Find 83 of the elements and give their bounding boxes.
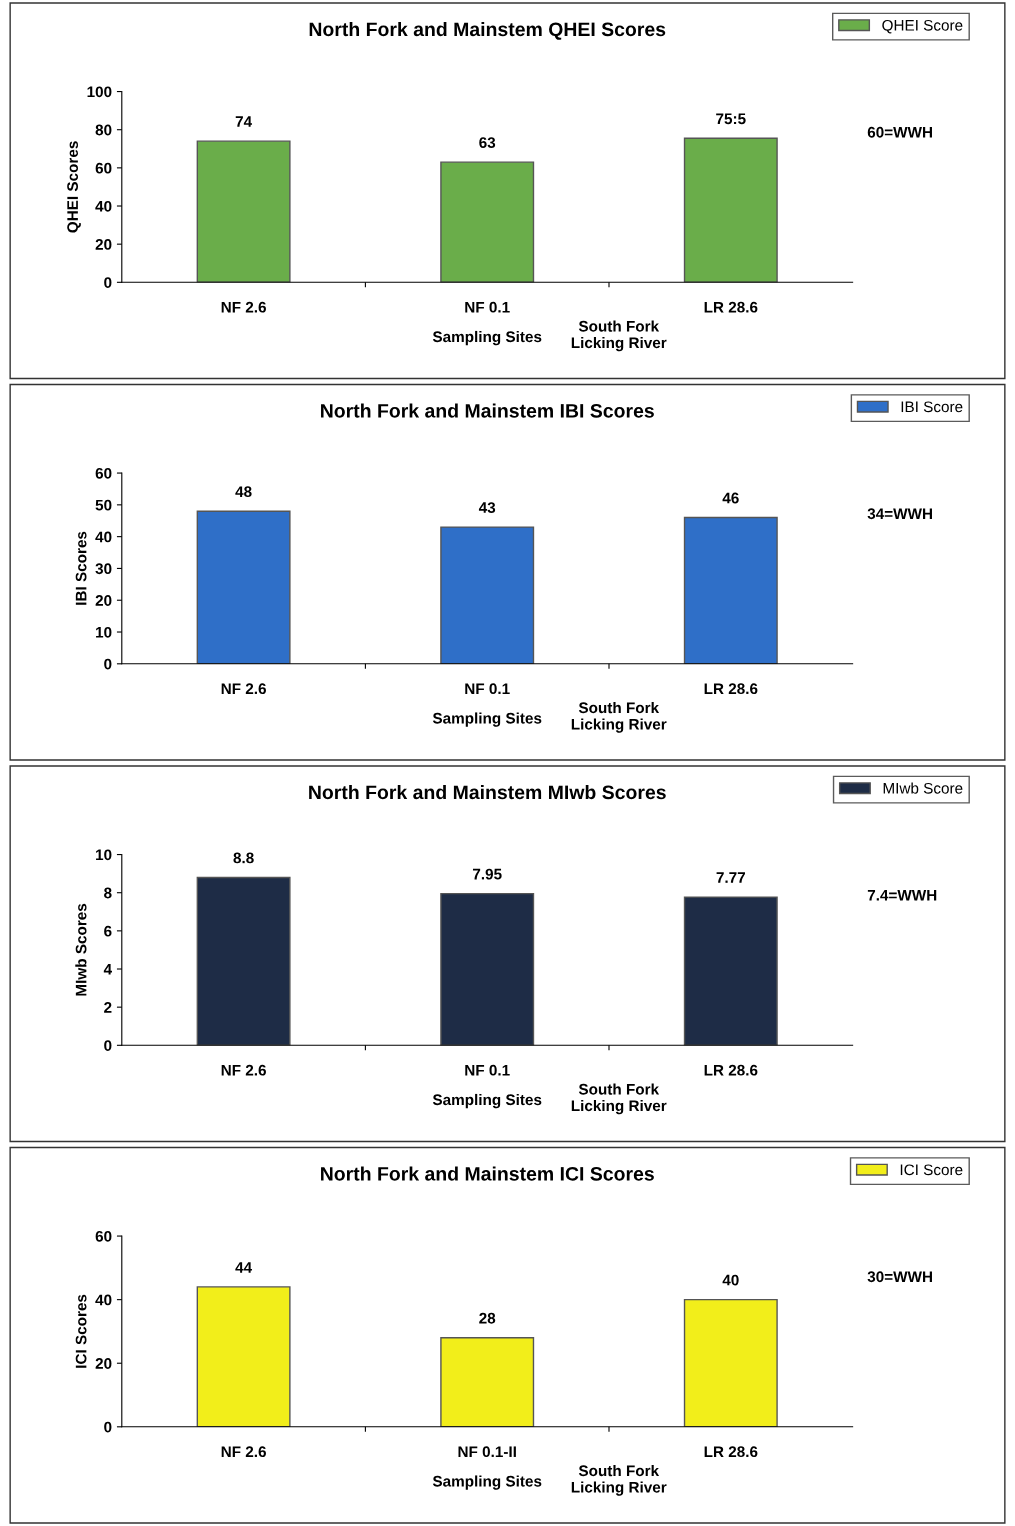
text: South Fork Licking River: [571, 1464, 667, 1496]
y-tick-label: 10: [96, 626, 112, 638]
text: 7.4=WWH: [867, 889, 937, 901]
x-tick-label: NF 2.6: [221, 1446, 266, 1458]
data-label: 43: [478, 502, 496, 513]
y-tick-label: 20: [95, 239, 112, 250]
legend-label: IBI Score: [901, 401, 963, 413]
x-tick-label: NF 2.6: [221, 301, 266, 313]
data-label: 7.95: [472, 868, 502, 880]
x-tick-label: NF 2.6: [221, 1064, 266, 1076]
y-tick-label: 60: [95, 1230, 112, 1242]
y-tick-label: 100: [87, 86, 112, 98]
text: South Fork Licking River: [571, 1083, 667, 1115]
x-tick-label: NF 0.1: [465, 1064, 510, 1076]
y-tick-label: 8: [104, 887, 112, 899]
x-tick-label: LR 28.6: [704, 683, 758, 695]
text: 30=WWH: [867, 1271, 932, 1283]
data-label: 46: [722, 492, 739, 504]
legend-label: QHEI Score: [882, 19, 963, 34]
x-tick-label: NF 0.1-II: [458, 1446, 516, 1458]
bar: [440, 161, 535, 283]
x-axis-title: Sampling Sites: [432, 1093, 542, 1109]
y-tick-label: 4: [103, 964, 112, 975]
data-label: 75:5: [716, 113, 746, 125]
y-tick-label: 10: [96, 849, 112, 861]
chart-title: North Fork and Mainstem QHEI Scores: [309, 21, 666, 40]
y-axis-title: MIwb Scores: [75, 903, 87, 996]
text: South Fork Licking River: [571, 320, 667, 352]
x-tick-label: NF 0.1: [465, 301, 510, 313]
text: 60=WWH: [867, 126, 932, 138]
bar: [196, 876, 291, 1046]
data-label: 28: [479, 1312, 496, 1324]
y-tick-label: 0: [104, 277, 112, 288]
legend-label: ICI Score: [900, 1164, 963, 1176]
bar: [683, 896, 778, 1046]
y-tick-label: 40: [95, 1294, 112, 1306]
data-label: 8.8: [233, 852, 254, 864]
y-tick-label: 60: [95, 162, 112, 174]
y-tick-label: 20: [95, 595, 112, 606]
x-tick-label: NF 0.1: [465, 683, 510, 695]
data-label: 48: [235, 486, 252, 498]
data-label: 40: [722, 1274, 739, 1286]
x-tick-label: LR 28.6: [704, 1064, 758, 1076]
bar: [683, 137, 778, 283]
y-tick-label: 6: [104, 925, 112, 937]
y-axis-title: ICI Scores: [75, 1294, 87, 1368]
data-label: 63: [479, 137, 496, 149]
y-axis-title: QHEI Scores: [67, 141, 81, 233]
y-tick-label: 0: [104, 1421, 112, 1433]
data-label: 74: [235, 116, 253, 127]
data-label: 44: [235, 1262, 253, 1273]
x-tick-label: LR 28.6: [704, 301, 758, 313]
bar: [683, 516, 778, 664]
y-tick-label: 60: [95, 467, 112, 479]
chart-title: North Fork and Mainstem MIwb Scores: [309, 784, 666, 800]
y-tick-label: 20: [95, 1358, 112, 1369]
y-axis-title: IBI Scores: [75, 531, 87, 605]
bar: [683, 1298, 778, 1427]
x-axis-title: Sampling Sites: [432, 330, 542, 346]
y-tick-label: 0: [104, 658, 112, 670]
x-tick-label: LR 28.6: [704, 1446, 758, 1458]
data-label: 7.77: [716, 872, 745, 883]
chart-title: North Fork and Mainstem IBI Scores: [321, 403, 654, 418]
y-tick-label: 40: [95, 200, 112, 212]
bar: [196, 1286, 291, 1427]
x-axis-title: Sampling Sites: [432, 1475, 542, 1490]
chart-title: North Fork and Mainstem ICI Scores: [321, 1166, 654, 1181]
y-tick-label: 50: [95, 499, 112, 511]
x-axis-title: Sampling Sites: [432, 712, 542, 727]
bar: [196, 140, 291, 283]
y-tick-label: 0: [104, 1040, 112, 1051]
y-tick-label: 80: [95, 124, 112, 136]
bar: [440, 892, 535, 1046]
bar: [440, 526, 535, 664]
text: 34=WWH: [867, 508, 932, 520]
x-tick-label: NF 2.6: [221, 683, 266, 695]
text: South Fork Licking River: [571, 701, 667, 733]
bar: [196, 510, 291, 664]
legend-label: MIwb Score: [883, 782, 963, 794]
y-tick-label: 2: [104, 1002, 112, 1013]
y-tick-label: 30: [95, 563, 112, 575]
bar: [440, 1337, 535, 1427]
y-tick-label: 40: [95, 531, 112, 543]
